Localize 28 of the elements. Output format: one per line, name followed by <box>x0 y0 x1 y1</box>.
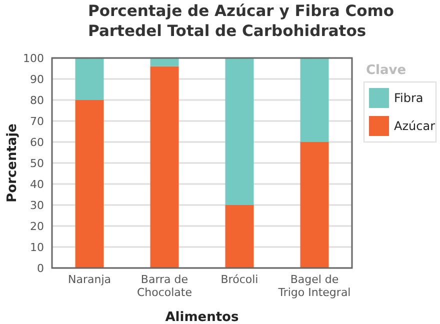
y-tick-label: 40 <box>30 178 44 191</box>
bar <box>300 142 329 268</box>
y-tick-label: 30 <box>30 198 44 212</box>
y-tick-label: 10 <box>30 240 44 254</box>
x-tick-label: Barra de Chocolate <box>136 273 192 299</box>
bar <box>225 58 254 205</box>
bar <box>75 58 104 100</box>
bar <box>225 205 254 268</box>
x-axis-title: Alimentos <box>165 310 239 324</box>
y-tick-label: 60 <box>30 136 44 149</box>
x-tick-label: Brócoli <box>220 273 258 286</box>
bar <box>150 66 179 268</box>
chart-title: Porcentaje de Azúcar y Fibra Como Partedel Total de Carbohidratos <box>88 2 394 40</box>
y-tick-label: 0 <box>37 262 44 275</box>
legend-title: Clave <box>366 63 406 78</box>
legend-label: Azúcar <box>394 119 436 134</box>
bar <box>75 100 104 268</box>
y-axis-title: Porcentaje <box>5 123 20 202</box>
y-tick-label: 70 <box>30 114 44 128</box>
y-tick-label: 80 <box>30 94 44 107</box>
y-tick-label: 100 <box>23 52 44 65</box>
legend-label: Fibra <box>394 91 424 106</box>
x-tick-label: Naranja <box>68 273 112 286</box>
y-tick-label: 20 <box>30 220 44 233</box>
y-tick-label: 50 <box>30 156 44 170</box>
x-tick-label: Bagel de Trigo Integral <box>277 273 351 299</box>
bar <box>300 58 329 142</box>
y-tick-label: 90 <box>30 72 44 86</box>
